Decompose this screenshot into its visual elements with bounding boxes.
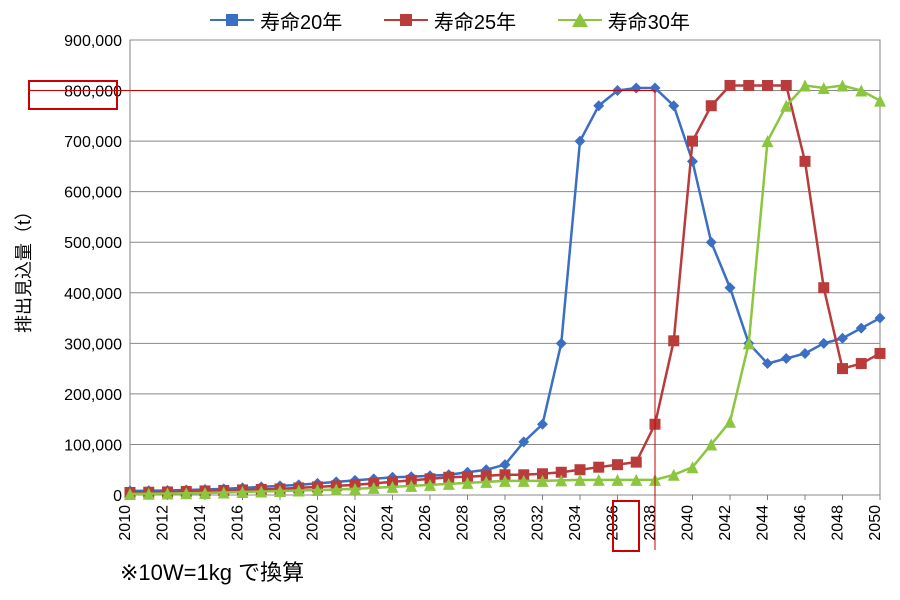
x-tick-label: 2032 (530, 505, 547, 541)
x-tick-label: 2028 (455, 505, 472, 541)
x-tick-label: 2024 (380, 505, 397, 541)
x-tick-label: 2020 (305, 505, 322, 541)
legend-item-20: 寿命20年 (210, 6, 342, 35)
y-tick-label: 300,000 (64, 336, 122, 353)
x-tick-label: 2050 (867, 505, 884, 541)
y-tick-label: 400,000 (64, 286, 122, 303)
y-axis-label: 排出見込量（t） (14, 202, 34, 333)
x-tick-label: 2012 (155, 505, 172, 541)
x-tick-label: 2014 (192, 505, 209, 541)
x-tick-label: 2040 (680, 505, 697, 541)
y-tick-label: 500,000 (64, 235, 122, 252)
chart-svg: 0 100,000 200,000 300,000 400,000 500,000 600,… (0, 0, 900, 600)
highlight-x-box (612, 500, 640, 552)
diamond-icon (210, 19, 254, 21)
legend-label: 寿命25年 (434, 6, 516, 35)
x-tick-label: 2046 (792, 505, 809, 541)
x-tick-label: 2016 (230, 505, 247, 541)
x-tick-label: 2044 (755, 505, 772, 541)
legend-label: 寿命30年 (608, 6, 690, 35)
y-tick-label: 200,000 (64, 387, 122, 404)
triangle-icon (558, 19, 602, 21)
chart-container: 寿命20年 寿命25年 寿命30年 0 100,000 200,000 300,000… (0, 0, 900, 600)
y-tick-label: 0 (113, 488, 122, 505)
square-icon (384, 19, 428, 21)
footnote: ※10W=1kg で換算 (120, 555, 304, 587)
y-tick-label: 100,000 (64, 437, 122, 454)
legend-label: 寿命20年 (260, 6, 342, 35)
x-tick-label: 2034 (567, 505, 584, 541)
y-tick-label: 600,000 (64, 185, 122, 202)
highlight-y-box (28, 80, 118, 110)
x-tick-label: 2026 (417, 505, 434, 541)
legend-item-25: 寿命25年 (384, 6, 516, 35)
x-tick-label: 2030 (492, 505, 509, 541)
x-tick-label: 2018 (267, 505, 284, 541)
x-tick-label: 2022 (342, 505, 359, 541)
legend-item-30: 寿命30年 (558, 6, 690, 35)
y-tick-label: 700,000 (64, 134, 122, 151)
x-tick-label: 2042 (717, 505, 734, 541)
x-tick-label: 2038 (642, 505, 659, 541)
legend: 寿命20年 寿命25年 寿命30年 (0, 4, 900, 35)
x-tick-label: 2048 (830, 505, 847, 541)
y-tick-label: 900,000 (64, 33, 122, 50)
x-tick-label: 2010 (117, 505, 134, 541)
